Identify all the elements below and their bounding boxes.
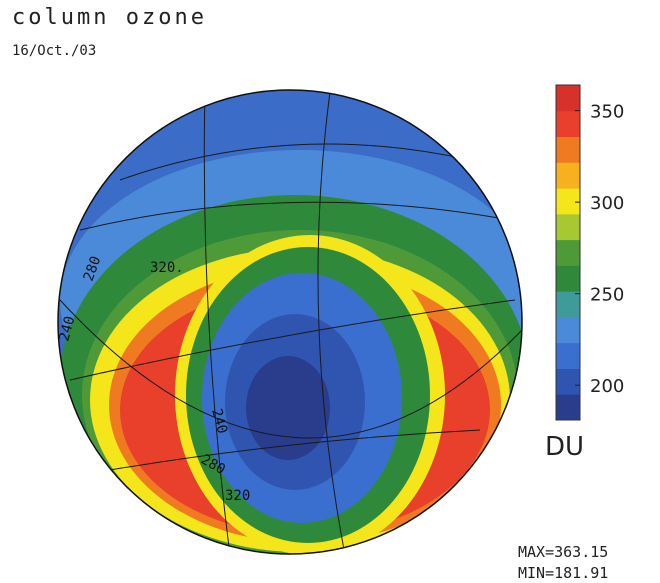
colorbar-tick-label: 350 (590, 102, 624, 123)
colorbar-band (556, 394, 580, 421)
colorbar-band (556, 265, 580, 292)
colorbar-band (556, 239, 580, 266)
colorbar-band (556, 136, 580, 163)
title: column ozone (12, 5, 207, 30)
colorbar-tick-label: 250 (590, 285, 624, 306)
colorbar-band (556, 342, 580, 369)
globe-outline (57, 89, 523, 555)
contour-label: 240 (208, 407, 230, 436)
contour-label: 320 (225, 488, 250, 504)
date: 16/Oct./03 (12, 43, 96, 59)
colorbar-frame (555, 84, 581, 421)
contour-label: 240 (56, 314, 78, 343)
colorbar-band (556, 316, 580, 344)
colorbar: 200 250 300 350 (555, 84, 624, 421)
colorbar-tick-label: 300 (590, 193, 624, 214)
colorbar-band (556, 188, 580, 215)
colorbar-band (556, 213, 580, 241)
globe (58, 90, 522, 554)
colorbar-band (556, 291, 580, 318)
max-value: MAX=363.15 (518, 543, 608, 561)
colorbar-band (556, 162, 580, 189)
colorbar-tick-label: 200 (590, 376, 624, 397)
min-value: MIN=181.91 (518, 564, 608, 582)
colorbar-unit: DU (545, 432, 584, 462)
colorbar-band (556, 110, 580, 138)
contour-label: 320. (150, 260, 184, 276)
colorbar-band (556, 368, 580, 395)
colorbar-band (556, 85, 580, 112)
